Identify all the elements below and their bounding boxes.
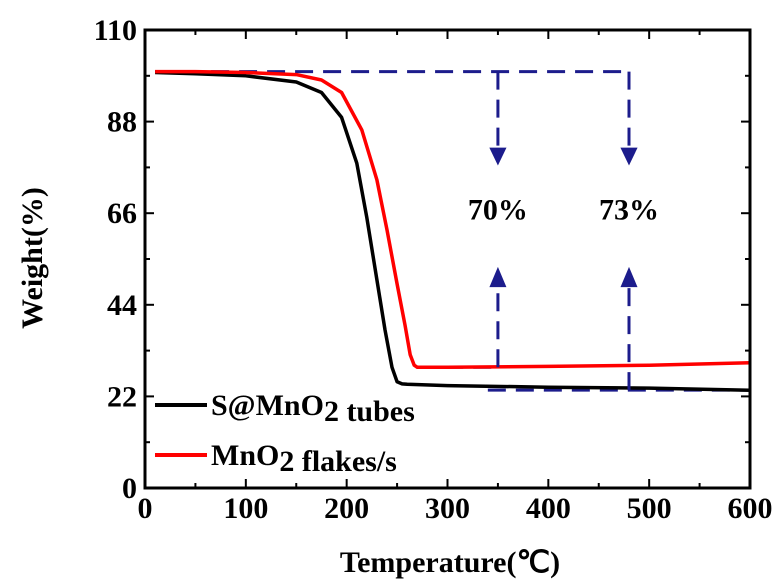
y-tick-label: 110 (94, 14, 137, 47)
legend-label: MnO2 flakes/s (211, 439, 397, 478)
arrow-head-down (489, 147, 507, 166)
x-tick-label: 200 (324, 492, 369, 525)
annotations: 70% 73% (468, 71, 659, 391)
y-tick-label: 0 (122, 472, 137, 505)
y-tick-label: 66 (107, 197, 137, 230)
arrow-head-up (620, 266, 638, 288)
arrow-head-up (489, 266, 507, 288)
legend-label: S@MnO2 tubes (211, 389, 415, 428)
series-lines (155, 69, 751, 392)
y-tick-label: 44 (107, 289, 137, 322)
series-line (155, 70, 751, 392)
x-tick-label: 600 (728, 492, 773, 525)
y-tick-label: 22 (107, 380, 137, 413)
x-tick-label: 400 (526, 492, 571, 525)
x-tick-label: 0 (138, 492, 153, 525)
annotation-label: 70% (468, 193, 528, 226)
arrow-head-down (620, 147, 638, 166)
legend: S@MnO2 tubes MnO2 flakes/s (155, 389, 415, 478)
y-tick-label: 88 (107, 106, 137, 139)
x-tick-label: 100 (223, 492, 268, 525)
y-axis-title: Weight(%) (16, 187, 49, 329)
x-axis-title: Temperature(℃) (340, 546, 560, 579)
x-tick-label: 500 (627, 492, 672, 525)
axes: 0 100 200 300 400 500 600 0 22 44 66 88 110 (94, 14, 773, 525)
x-tick-label: 300 (425, 492, 470, 525)
series-line (155, 69, 751, 370)
annotation-label: 73% (599, 193, 659, 226)
reference-lines (155, 70, 750, 392)
